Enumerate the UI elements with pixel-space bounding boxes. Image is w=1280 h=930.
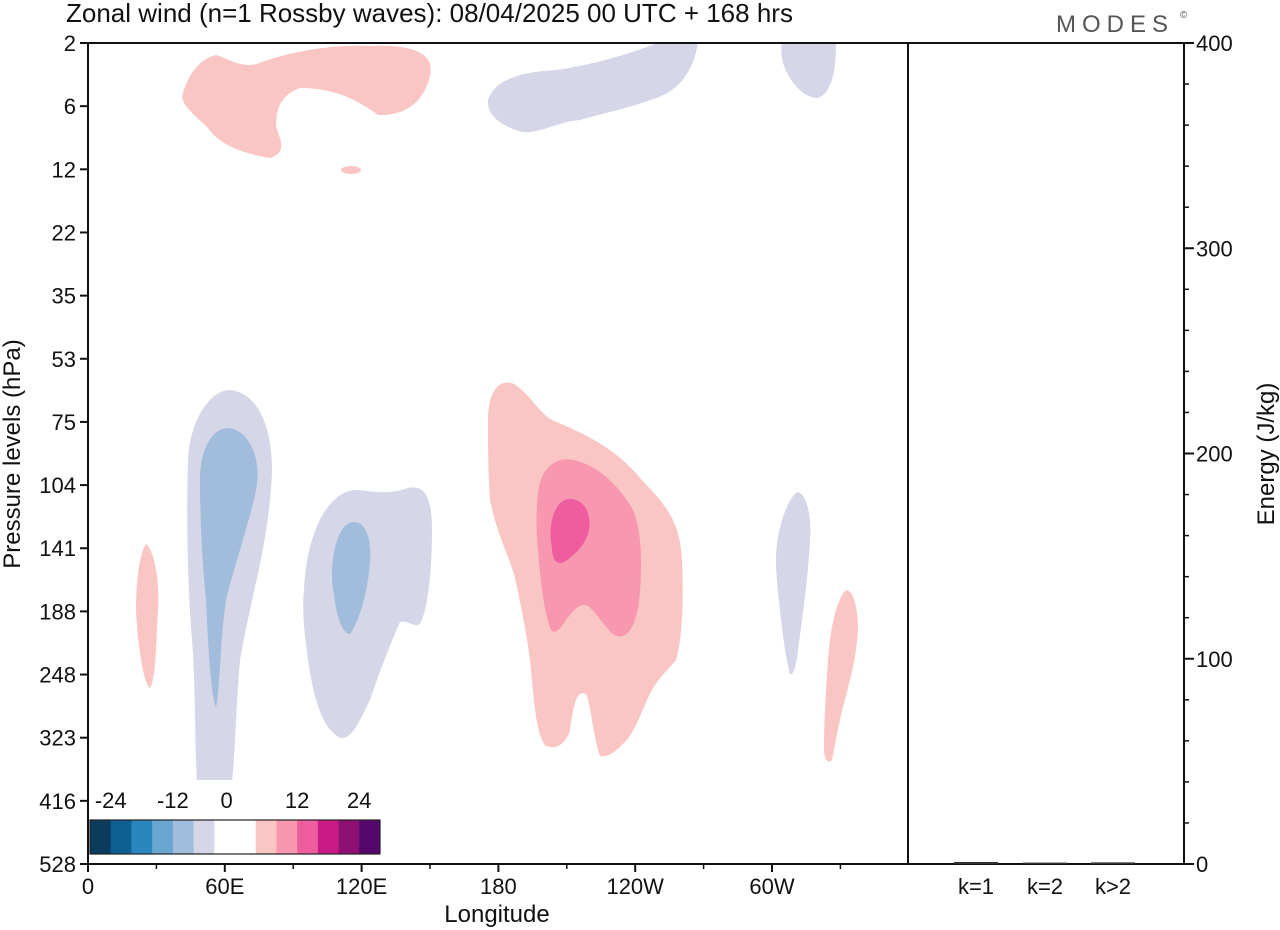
colorbar-swatch [276,820,298,854]
chart-title: Zonal wind (n=1 Rossby waves): 08/04/202… [66,0,793,28]
y-tick-label: 104 [39,473,76,498]
colorbar-swatch [255,820,277,854]
y-tick-label: 248 [39,663,76,688]
colorbar-swatch [152,820,174,854]
x-tick-label: 120W [606,874,664,899]
colorbar-frame [89,819,381,855]
y-tick-label: 416 [39,789,76,814]
y-axis-label: Pressure levels (hPa) [0,339,26,568]
colorbar-labels: -24 -12 0 12 24 [95,788,372,813]
colorbar-swatch [235,820,257,854]
colorbar-swatch [131,820,153,854]
colorbar-label: -24 [95,788,127,813]
contour-pos-left-small [136,544,159,688]
contour-pos-top-left [182,45,431,158]
colorbar-swatch [90,820,112,854]
x-tick-label: 60W [749,874,794,899]
colorbar-swatch [338,820,360,854]
energy-category-label: k>2 [1095,874,1131,899]
y-tick-label: 141 [39,536,76,561]
x-tick-label: 180 [480,874,517,899]
contour-neg-120e [303,487,432,739]
energy-tick-label: 200 [1196,442,1233,467]
colorbar: -24 -12 0 12 24 [88,780,384,864]
energy-tick-label: 100 [1196,647,1233,672]
energy-bars: k=1 k=2 k>2 [954,861,1135,899]
colorbar-swatch [297,820,319,854]
contour-neg-70w [776,492,811,675]
x-axis-label: Longitude [444,901,549,928]
colorbar-swatch [359,820,381,854]
colorbar-label: 0 [221,788,233,813]
energy-bar-1 [954,861,998,864]
energy-axis: 0 100 200 300 400 [1184,31,1233,877]
colorbar-swatches [90,820,381,854]
energy-tick-label: 300 [1196,236,1233,261]
y-tick-label: 6 [64,94,76,119]
y-tick-label: 75 [52,410,76,435]
energy-bar-2 [1023,862,1067,864]
colorbar-swatch [193,820,215,854]
y-tick-label: 323 [39,726,76,751]
y-tick-label: 2 [64,31,76,56]
energy-category-label: k=2 [1027,874,1063,899]
colorbar-label: -12 [157,788,189,813]
contour-pos-180-core [550,498,590,564]
energy-category-label: k=1 [958,874,994,899]
x-tick-label: 120E [336,874,387,899]
contour-neg-top-mid [487,42,698,133]
energy-bar-3 [1091,862,1135,864]
contour-pos-top-small [341,166,361,174]
energy-tick-label: 0 [1196,852,1208,877]
x-tick-label: 0 [82,874,94,899]
contour-neg-60e-inner [200,428,258,708]
colorbar-swatch [214,820,236,854]
colorbar-swatch [110,820,132,854]
contour-neg-120e-inner [332,522,371,634]
y-tick-label: 188 [39,599,76,624]
y-tick-label: 22 [52,220,76,245]
colorbar-label: 12 [285,788,309,813]
colorbar-swatch [317,820,340,854]
contour-pos-55w [824,590,858,762]
y-tick-label: 35 [52,284,76,309]
x-tick-label: 60E [205,874,244,899]
longitude-axis: 0 60E 120E 180 120W 60W [82,864,842,899]
colorbar-swatch [172,820,195,854]
colorbar-label: 24 [347,788,371,813]
y-tick-label: 528 [39,852,76,877]
brand-mark: © [1180,10,1188,21]
energy-axis-label: Energy (J/kg) [1253,383,1280,526]
energy-tick-label: 400 [1196,31,1233,56]
brand-logo: MODES [1056,11,1174,38]
y-tick-label: 53 [52,347,76,372]
contour-neg-top-right [781,42,836,98]
y-tick-label: 12 [52,157,76,182]
contour-layer [136,42,858,823]
pressure-axis: 2 6 12 22 35 53 75 104 141 188 248 323 416 528 [39,31,88,877]
